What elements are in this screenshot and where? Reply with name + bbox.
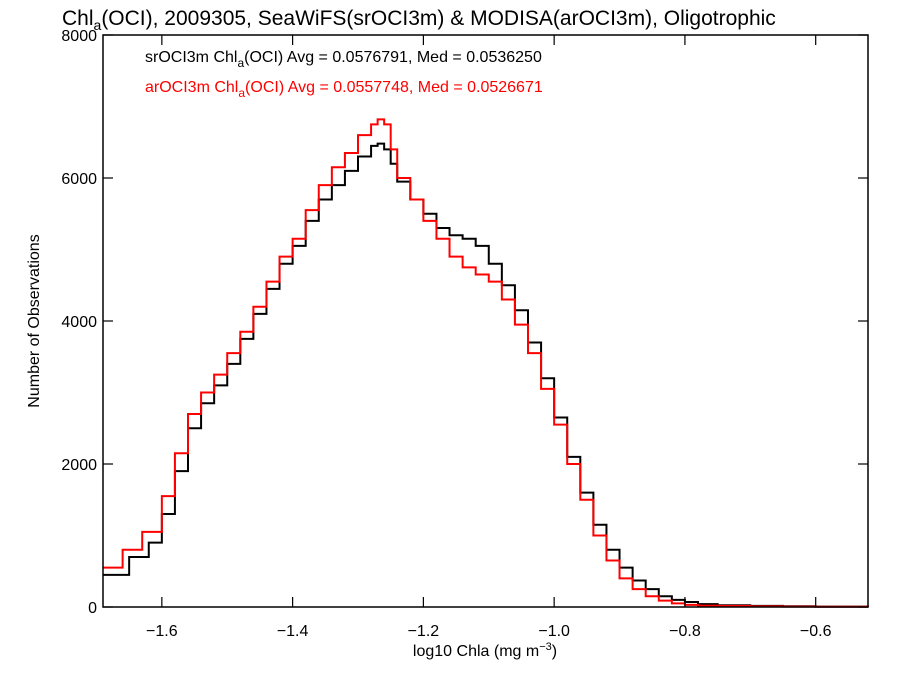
series-point-arOCI3m-33 [527, 352, 529, 354]
x-tick-label: −1.6 [146, 623, 178, 640]
series-layer [103, 118, 869, 608]
ticks-layer: −1.6 −1.4 −1.2 −1.0 −0.8 −0.6 0 2000 4000 6000 800… [61, 28, 868, 640]
series-point-arOCI3m-31 [501, 299, 503, 301]
x-tick-label: −0.6 [800, 623, 832, 640]
series-point-arOCI3m-14 [305, 209, 307, 211]
legend-entry-sr: srOCI3m Chla(OCI) Avg = 0.0576791, Med =… [145, 49, 542, 70]
series-point-arOCI3m-11 [266, 281, 268, 283]
series-point-arOCI3m-21 [383, 124, 385, 126]
series-point-arOCI3m-17 [344, 152, 346, 154]
series-point-arOCI3m-6 [200, 392, 202, 394]
x-tick-label: −0.8 [669, 623, 701, 640]
series-point-arOCI3m-42 [645, 595, 647, 597]
series-point-arOCI3m-23 [396, 177, 398, 179]
series-point-arOCI3m-34 [540, 388, 542, 390]
series-point-srOCI3m-27 [449, 234, 451, 236]
series-point-arOCI3m-46 [697, 605, 699, 607]
y-tick-label: 2000 [61, 457, 97, 474]
series-point-srOCI3m-22 [390, 163, 392, 165]
series-point-arOCI3m-27 [449, 256, 451, 258]
x-tick-label: −1.0 [538, 623, 570, 640]
series-point-arOCI3m-3 [161, 495, 163, 497]
series-point-srOCI3m-30 [488, 263, 490, 265]
series-point-srOCI3m-21 [383, 149, 385, 151]
x-tick-label: −1.2 [408, 623, 440, 640]
series-point-arOCI3m-13 [292, 238, 294, 240]
series-point-arOCI3m-7 [213, 374, 215, 376]
series-point-srOCI3m-1 [128, 556, 130, 558]
series-point-srOCI3m-20 [377, 143, 379, 145]
series-point-arOCI3m-4 [174, 452, 176, 454]
series-point-arOCI3m-19 [370, 124, 372, 126]
series-point-arOCI3m-32 [514, 324, 516, 326]
series-point-srOCI3m-2 [148, 542, 150, 544]
series-point-srOCI3m-29 [475, 245, 477, 247]
series-point-arOCI3m-30 [488, 281, 490, 283]
series-point-arOCI3m-22 [390, 149, 392, 151]
series-point-arOCI3m-2 [141, 531, 143, 533]
series-point-srOCI3m-19 [370, 145, 372, 147]
series-point-srOCI3m-28 [462, 238, 464, 240]
series-point-arOCI3m-39 [606, 560, 608, 562]
series-line-srOCI3m [103, 142, 869, 608]
series-point-arOCI3m-9 [240, 331, 242, 333]
series-point-arOCI3m-26 [436, 238, 438, 240]
y-tick-label: 8000 [61, 28, 97, 45]
y-tick-label: 6000 [61, 171, 97, 188]
y-tick-label: 0 [88, 600, 97, 617]
x-tick-label: −1.4 [277, 623, 309, 640]
series-point-arOCI3m-41 [632, 588, 634, 590]
chart-title: Chla(OCI), 2009305, SeaWiFS(srOCI3m) & M… [62, 7, 776, 33]
y-tick-label: 4000 [61, 314, 97, 331]
series-point-arOCI3m-20 [377, 119, 379, 121]
series-point-arOCI3m-40 [619, 578, 621, 580]
series-point-arOCI3m-5 [187, 413, 189, 415]
series-point-srOCI3m-18 [357, 156, 359, 158]
series-point-arOCI3m-35 [553, 424, 555, 426]
series-point-arOCI3m-18 [357, 134, 359, 136]
series-point-arOCI3m-29 [475, 274, 477, 276]
series-point-srOCI3m-23 [396, 181, 398, 183]
series-point-arOCI3m-15 [318, 184, 320, 186]
series-point-arOCI3m-24 [410, 199, 412, 201]
legend-entry-ar: arOCI3m Chla(OCI) Avg = 0.0557748, Med =… [145, 79, 543, 100]
series-point-arOCI3m-38 [593, 535, 595, 537]
series-point-arOCI3m-43 [658, 600, 660, 602]
series-point-arOCI3m-28 [462, 267, 464, 269]
series-point-arOCI3m-44 [671, 603, 673, 605]
series-point-arOCI3m-36 [566, 463, 568, 465]
series-point-arOCI3m-1 [122, 549, 124, 551]
series-line-arOCI3m [103, 118, 869, 608]
series-point-arOCI3m-37 [580, 499, 582, 501]
x-axis-label: log10 Chla (mg m−3) [413, 641, 557, 660]
series-point-arOCI3m-12 [279, 256, 281, 258]
series-point-arOCI3m-16 [331, 166, 333, 168]
series-point-srOCI3m-17 [344, 170, 346, 172]
series-point-arOCI3m-8 [226, 352, 228, 354]
y-axis-label: Number of Observations [26, 234, 43, 407]
series-point-arOCI3m-25 [423, 220, 425, 222]
series-point-arOCI3m-10 [253, 306, 255, 308]
